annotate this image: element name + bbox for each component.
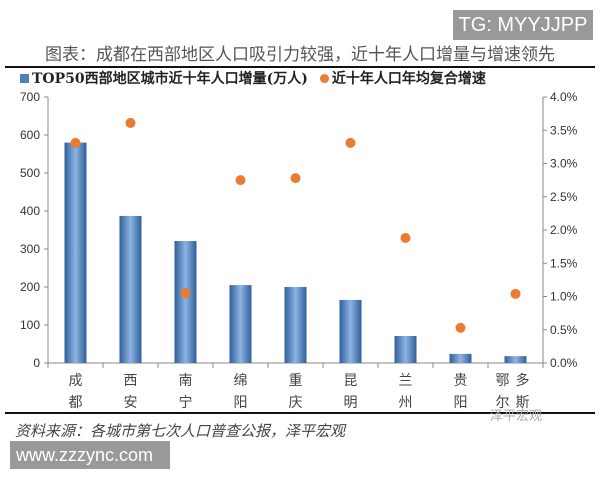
x-label-南宁: 南 <box>179 373 193 389</box>
x-label-重庆: 重 <box>289 373 303 389</box>
bottom-rule <box>5 412 595 414</box>
bar-西安 <box>119 215 142 363</box>
bar-兰州 <box>394 336 417 363</box>
x-label-鄂尔多斯: 鄂多 <box>496 372 536 389</box>
dot-西安 <box>125 117 136 128</box>
dot-兰州 <box>400 232 411 243</box>
dot-贵阳 <box>455 322 466 333</box>
legend-dot-swatch <box>319 74 329 83</box>
source-note: 资料来源：各城市第七次人口普查公报，泽平宏观 <box>15 422 346 440</box>
chart-title: 图表：成都在西部地区人口吸引力较强，近十年人口增量与增速领先 <box>45 45 555 65</box>
dot-绵阳 <box>235 175 246 186</box>
right-tick-label: 2.5% <box>550 190 578 204</box>
x-label-成都: 都 <box>69 395 83 411</box>
right-tick-label: 1.5% <box>550 256 578 270</box>
left-tick-label: 700 <box>20 90 40 104</box>
right-tick-label: 4.0% <box>550 90 578 104</box>
watermark-top: TG: MYYJJPP <box>453 10 593 40</box>
dot-南宁 <box>180 288 191 299</box>
legend-bar-label: TOP50西部地区城市近十年人口增量(万人) <box>32 71 308 87</box>
x-label-西安: 西 <box>124 373 138 389</box>
left-tick-label: 300 <box>20 242 40 256</box>
x-label-重庆: 庆 <box>289 395 303 411</box>
top-rule <box>5 66 595 68</box>
x-label-南宁: 宁 <box>179 394 193 411</box>
dot-鄂尔多斯 <box>510 288 521 299</box>
x-label-绵阳: 阳 <box>234 395 248 411</box>
x-label-兰州: 兰 <box>399 373 413 389</box>
x-label-贵阳: 贵 <box>454 373 468 389</box>
watermark-bottom: www.zzzync.com <box>10 441 170 469</box>
bar-绵阳 <box>229 285 252 363</box>
dot-重庆 <box>290 173 301 184</box>
x-label-昆明: 明 <box>344 395 358 411</box>
dot-昆明 <box>345 137 356 148</box>
x-label-兰州: 州 <box>399 395 413 411</box>
right-tick-label: 1.0% <box>550 290 578 304</box>
bar-成都 <box>64 142 87 363</box>
left-tick-label: 200 <box>20 280 40 294</box>
bar-贵阳 <box>449 353 472 363</box>
left-tick-label: 600 <box>20 128 40 142</box>
legend: TOP50西部地区城市近十年人口增量(万人) 近十年人口年均复合增速 <box>20 68 486 88</box>
x-label-贵阳: 阳 <box>454 395 468 411</box>
right-tick-label: 3.5% <box>550 123 578 137</box>
x-label-绵阳: 绵 <box>234 372 248 389</box>
dot-成都 <box>70 137 81 148</box>
bar-鄂尔多斯 <box>504 356 527 363</box>
left-tick-label: 100 <box>20 318 40 332</box>
legend-bar-swatch <box>20 74 29 83</box>
left-tick-label: 0 <box>33 356 40 370</box>
x-label-鄂尔多斯: 尔斯 <box>496 395 536 411</box>
left-tick-label: 400 <box>20 204 40 218</box>
x-label-西安: 安 <box>124 395 138 411</box>
x-label-成都: 成 <box>69 373 83 389</box>
x-label-昆明: 昆 <box>344 373 358 389</box>
legend-dot-label: 近十年人口年均复合增速 <box>331 71 486 87</box>
bar-昆明 <box>339 299 362 363</box>
right-tick-label: 0.5% <box>550 323 578 337</box>
bar-重庆 <box>284 287 307 363</box>
right-tick-label: 3.0% <box>550 157 578 171</box>
left-tick-label: 500 <box>20 166 40 180</box>
right-tick-label: 2.0% <box>550 223 578 237</box>
watermark-logo: 泽平宏观 <box>490 409 543 424</box>
bar-南宁 <box>174 241 197 363</box>
right-tick-label: 0.0% <box>550 356 578 370</box>
